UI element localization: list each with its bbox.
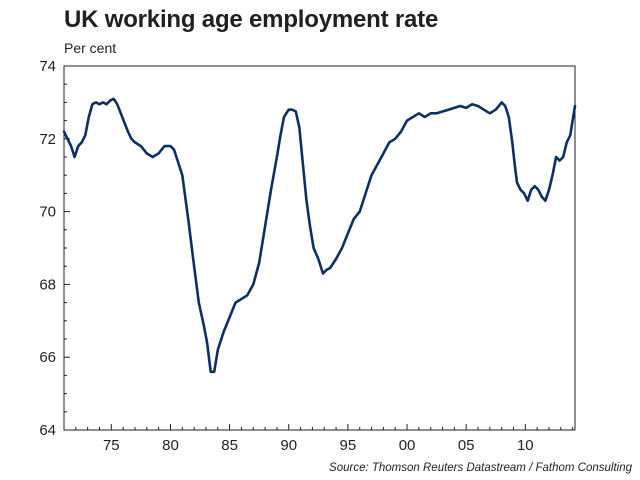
x-tick-label: 90 bbox=[280, 437, 297, 454]
chart-series bbox=[62, 97, 577, 374]
y-tick-label: 74 bbox=[39, 58, 56, 75]
y-tick-label: 70 bbox=[39, 204, 56, 221]
employment-rate-line bbox=[62, 97, 577, 374]
plot-frame bbox=[63, 65, 576, 431]
chart-title: UK working age employment rate bbox=[64, 6, 439, 33]
chart-axes: 64 66 68 70 72 74 75 80 85 90 95 00 05 10 bbox=[39, 58, 576, 454]
x-tick-label: 85 bbox=[221, 437, 238, 454]
source-note: Source: Thomson Reuters Datastream / Fat… bbox=[329, 462, 632, 474]
y-tick-label: 72 bbox=[39, 131, 56, 148]
x-tick-label: 95 bbox=[340, 437, 357, 454]
y-axis-unit-label: Per cent bbox=[64, 40, 117, 56]
x-tick-label: 05 bbox=[458, 437, 475, 454]
x-tick-label: 75 bbox=[103, 437, 120, 454]
x-tick-label: 80 bbox=[162, 437, 179, 454]
x-tick-label: 00 bbox=[399, 437, 416, 454]
y-tick-label: 64 bbox=[39, 422, 56, 439]
y-tick-label: 66 bbox=[39, 349, 56, 366]
y-tick-label: 68 bbox=[39, 276, 56, 293]
x-tick-label: 10 bbox=[517, 437, 534, 454]
